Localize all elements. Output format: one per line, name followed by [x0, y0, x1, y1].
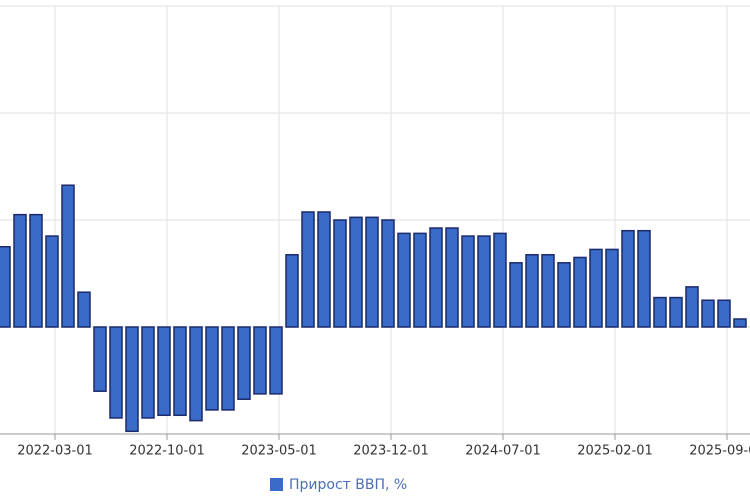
x-tick-label: 2022-03-01	[17, 444, 93, 459]
bar	[669, 296, 683, 328]
bar	[349, 216, 363, 328]
legend-label: Прирост ВВП, %	[289, 477, 407, 493]
x-tick-label: 2025-02-01	[577, 444, 653, 459]
bar	[173, 326, 187, 417]
bar	[205, 326, 219, 411]
legend-swatch	[270, 478, 283, 491]
bar	[557, 262, 571, 328]
bar	[733, 318, 747, 328]
x-tick-label: 2024-07-01	[465, 444, 541, 459]
bar	[493, 232, 507, 328]
bar	[701, 299, 715, 328]
bar	[29, 213, 43, 328]
bar	[93, 326, 107, 392]
bar	[269, 326, 283, 395]
bar	[509, 262, 523, 328]
bar	[189, 326, 203, 422]
bar	[477, 235, 491, 328]
bar	[301, 211, 315, 328]
bar	[237, 326, 251, 400]
bar	[317, 211, 331, 328]
bar	[461, 235, 475, 328]
bar	[605, 248, 619, 328]
bar	[77, 291, 91, 328]
bar	[525, 254, 539, 328]
bar	[653, 296, 667, 328]
bar	[13, 213, 27, 328]
x-tick-label: 2023-12-01	[353, 444, 429, 459]
bar	[285, 254, 299, 328]
bar	[717, 299, 731, 328]
bar	[397, 232, 411, 328]
bar	[141, 326, 155, 419]
bar	[541, 254, 555, 328]
bar	[445, 227, 459, 328]
bar	[125, 326, 139, 433]
bar	[0, 246, 11, 328]
x-tick-label: 2023-05-01	[241, 444, 317, 459]
bar	[253, 326, 267, 395]
bar	[45, 235, 59, 328]
bar	[621, 229, 635, 328]
bar	[221, 326, 235, 411]
bar	[381, 219, 395, 328]
bar	[637, 229, 651, 328]
bar	[573, 256, 587, 328]
x-tick-label: 2022-10-01	[129, 444, 205, 459]
bar	[413, 232, 427, 328]
bar	[429, 227, 443, 328]
bar	[61, 184, 75, 328]
bar	[685, 286, 699, 328]
x-tick-label: 2025-09-01	[689, 444, 750, 459]
bar	[589, 248, 603, 328]
bar	[109, 326, 123, 419]
bar	[333, 219, 347, 328]
bar	[157, 326, 171, 417]
bar	[365, 216, 379, 328]
